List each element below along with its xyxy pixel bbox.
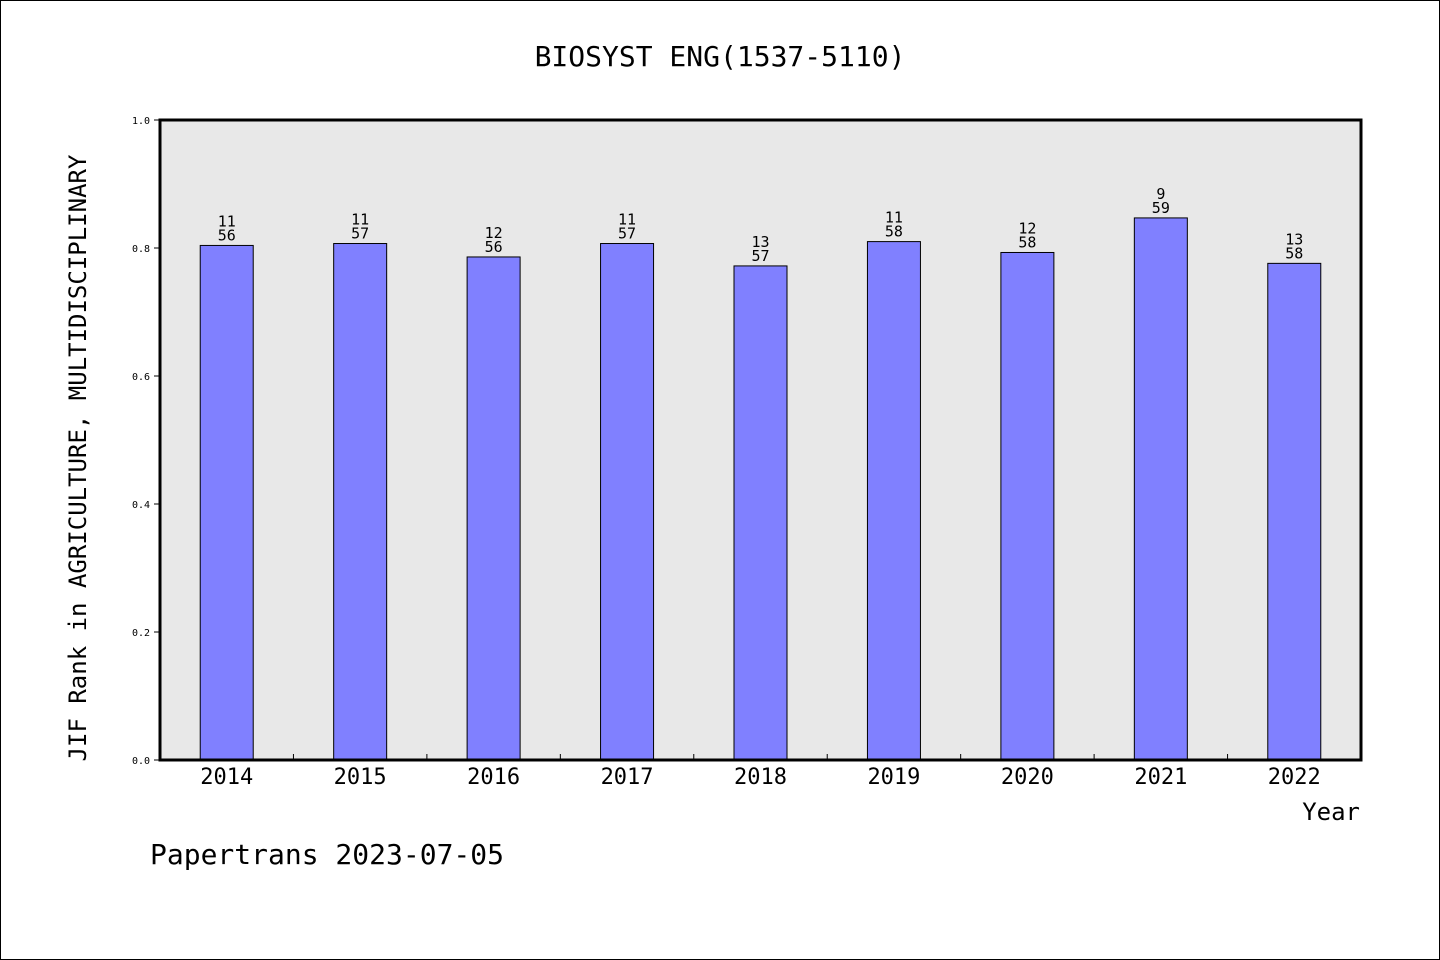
y-tick-label: 1.0 [132,116,150,127]
bar-2016 [466,256,521,761]
total-label: 57 [751,247,769,265]
bar-2021 [1133,217,1188,761]
y-axis-ticks: 0.0 0.2 0.4 0.6 0.8 1.0 [132,116,160,767]
x-tick-label: 2017 [601,765,654,790]
y-tick-label: 0.4 [132,500,150,511]
chart-title: BIOSYST ENG(1537-5110) [535,40,906,73]
bars [199,217,1322,761]
rank-label: 13 [1285,230,1303,248]
rank-label: 11 [885,209,903,227]
total-label: 58 [885,223,903,241]
x-tick-label: 2018 [734,765,787,790]
bar-2017 [600,243,655,761]
x-axis-ticks: 2014 2015 2016 2017 2018 2019 2020 2021 2022 [200,754,1321,790]
bar-2022 [1267,262,1322,761]
x-tick-label: 2016 [467,765,520,790]
rank-label: 12 [1018,219,1036,237]
x-axis-label: Year [1302,798,1360,826]
y-tick-label: 0.0 [132,756,150,767]
rank-label: 11 [618,211,636,229]
y-tick-label: 0.6 [132,372,150,383]
y-tick-label: 0.2 [132,628,150,639]
bar-2014 [199,244,254,761]
rank-label: 9 [1156,185,1165,203]
bar-2019 [866,241,921,761]
x-tick-label: 2021 [1134,765,1187,790]
total-label: 57 [351,225,369,243]
footer-text: Papertrans 2023-07-05 [150,838,504,871]
rank-label: 13 [751,233,769,251]
bar-2020 [1000,251,1055,761]
rank-label: 11 [218,212,236,230]
rank-label: 12 [485,224,503,242]
total-label: 58 [1285,244,1303,262]
rank-label: 11 [351,211,369,229]
bar-2018 [733,265,788,761]
total-label: 56 [218,226,236,244]
bar-2015 [333,243,388,761]
x-tick-label: 2015 [334,765,387,790]
x-tick-label: 2020 [1001,765,1054,790]
x-tick-label: 2022 [1268,765,1321,790]
total-label: 56 [485,238,503,256]
plot-border [158,118,1363,762]
total-label: 57 [618,225,636,243]
y-tick-label: 0.8 [132,244,150,255]
x-tick-label: 2014 [200,765,253,790]
total-label: 58 [1018,233,1036,251]
total-label: 59 [1152,199,1170,217]
y-axis-label: JIF Rank in AGRICULTURE, MULTIDISCIPLINA… [64,154,92,761]
x-tick-label: 2019 [867,765,920,790]
